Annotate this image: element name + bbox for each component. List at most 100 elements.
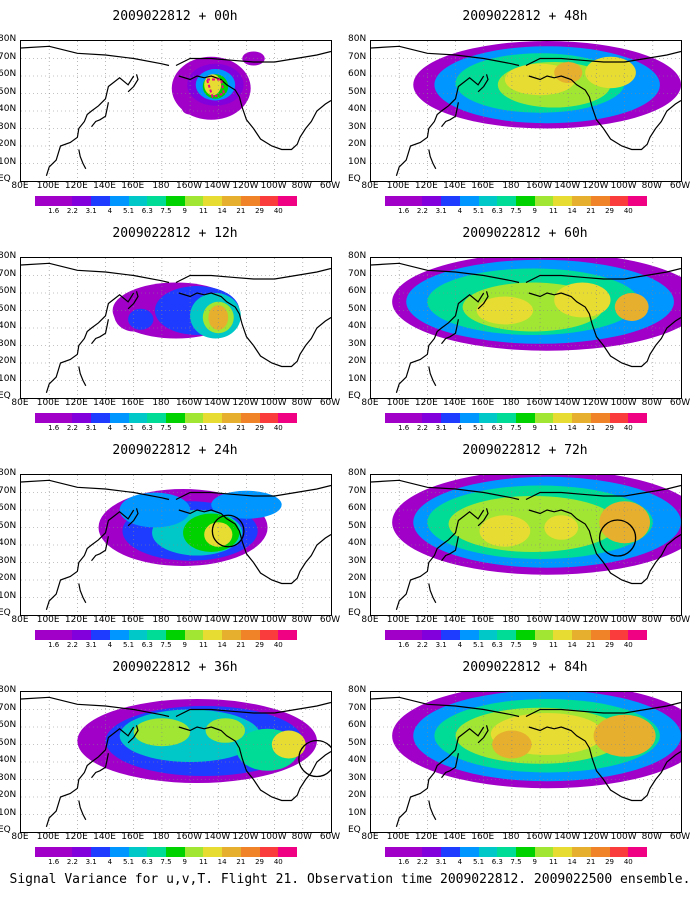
longitude-label: 80W	[291, 181, 312, 191]
latitude-label: 80N	[348, 34, 367, 44]
colorbar-swatch	[459, 413, 479, 423]
longitude-label: 80E	[11, 181, 29, 191]
map-canvas	[371, 692, 681, 832]
colorbar-swatch	[222, 630, 241, 640]
longitude-label: 140W	[204, 615, 231, 625]
latitude-label: 10N	[0, 373, 17, 384]
longitude-label: 100W	[260, 181, 287, 191]
longitude-label: 140W	[554, 615, 581, 625]
colorbar-swatch	[184, 413, 204, 423]
latitude-label: 80N	[0, 251, 17, 261]
longitude-label: 80E	[11, 615, 29, 625]
colorbar-swatch	[278, 630, 298, 640]
variance-map	[370, 691, 682, 833]
longitude-label: 80W	[291, 832, 312, 842]
longitude-label: 120E	[414, 398, 438, 408]
colorbar-swatch	[385, 413, 404, 423]
colorbar-level-label: 5.1	[472, 207, 485, 215]
coastline	[21, 696, 170, 718]
longitude-label: 160W	[526, 398, 553, 408]
coastline	[127, 74, 139, 93]
coastline	[525, 701, 681, 718]
colorbar-swatch	[572, 847, 591, 857]
variance-map	[20, 474, 332, 616]
longitude-labels: 80E 100E 120E 140E 160E 180 160W 140W 120W 100W 80…	[6, 398, 346, 410]
coastline	[428, 149, 437, 170]
latitude-label: 30N	[0, 121, 17, 132]
variance-contour	[585, 56, 636, 89]
colorbar-level-label: 21	[586, 641, 596, 649]
colorbar-swatch	[441, 196, 460, 206]
colorbar-swatch	[441, 413, 460, 423]
colorbar-level-label: 21	[236, 858, 246, 866]
colorbar-level-label: 29	[605, 207, 615, 215]
colorbar-level-label: 9	[532, 858, 537, 866]
colorbar-swatch	[478, 630, 498, 640]
colorbar-swatch	[72, 196, 92, 206]
latitude-label: 10N	[348, 590, 367, 601]
latitude-label: 60N	[348, 286, 367, 296]
colorbar-level-label: 29	[605, 424, 615, 432]
colorbar-level-label: 11	[198, 424, 208, 432]
colorbar-swatch	[203, 630, 223, 640]
longitude-label: 80W	[641, 832, 662, 842]
latitude-label: 30N	[0, 338, 17, 349]
longitude-labels: 80E 100E 120E 140E 160E 180 160W 140W 120W 100W 80…	[356, 398, 696, 410]
colorbar-level-label: 11	[198, 858, 208, 866]
colorbar-swatch	[184, 196, 204, 206]
latitude-label: 70N	[348, 51, 367, 62]
colorbar-swatch	[534, 196, 554, 206]
colorbar-swatch	[278, 413, 298, 423]
coastline	[525, 50, 681, 67]
latitude-label: 60N	[0, 503, 17, 513]
variance-map	[370, 257, 682, 399]
colorbar-level-label: 9	[532, 424, 537, 432]
longitude-label: 140W	[554, 832, 581, 842]
longitude-label: 120W	[582, 832, 609, 842]
longitude-label: 160E	[471, 181, 495, 191]
coastline	[178, 509, 331, 585]
latitude-label: 80N	[0, 34, 17, 44]
panel-title: 2009022812 + 48h	[462, 9, 588, 24]
longitude-label: 100E	[36, 832, 60, 842]
colorbar-level-label: 7.5	[510, 424, 522, 432]
panel-title: 2009022812 + 60h	[462, 226, 588, 241]
colorbar-level-label: 40	[273, 424, 283, 432]
colorbar-swatch	[534, 847, 554, 857]
latitude-label: 10N	[0, 807, 17, 818]
coastline	[441, 753, 459, 779]
latitude-label: 80N	[348, 468, 367, 478]
longitude-label: 80E	[361, 832, 379, 842]
colorbar-level-label: 14	[567, 424, 577, 432]
colorbar-level-label: 21	[236, 424, 246, 432]
coastline	[78, 149, 87, 170]
colorbar-swatch	[403, 196, 423, 206]
colorbar-level-label: 21	[586, 424, 596, 432]
longitude-label: 120E	[414, 181, 438, 191]
figure-caption: Signal Variance for u,v,T. Flight 21. Ob…	[9, 872, 691, 887]
colorbar-swatch	[203, 413, 223, 423]
latitude-label: 50N	[0, 86, 17, 97]
colorbar-level-label: 29	[605, 858, 615, 866]
colorbar-swatch	[147, 630, 167, 640]
colorbar-level-label: 3.1	[435, 641, 447, 649]
colorbar-swatch	[109, 847, 129, 857]
target-circle	[298, 739, 331, 778]
colorbar-level-label: 7.5	[160, 207, 172, 215]
colorbar-swatch	[403, 413, 423, 423]
colorbar-level-label: 7.5	[160, 641, 172, 649]
variance-contour	[593, 714, 656, 757]
longitude-label: 100W	[610, 832, 637, 842]
longitude-label: 120W	[232, 832, 259, 842]
panel-title: 2009022812 + 36h	[112, 660, 238, 675]
longitude-label: 120E	[64, 181, 88, 191]
coastline	[528, 726, 681, 802]
longitude-label: 100W	[260, 615, 287, 625]
coastline	[441, 319, 459, 345]
latitude-label: 40N	[348, 321, 367, 331]
coastline	[91, 753, 109, 779]
longitude-label: 80W	[641, 615, 662, 625]
variance-contour	[554, 62, 583, 83]
longitude-label: 140W	[204, 398, 231, 408]
colorbar-level-label: 1.6	[48, 641, 60, 649]
